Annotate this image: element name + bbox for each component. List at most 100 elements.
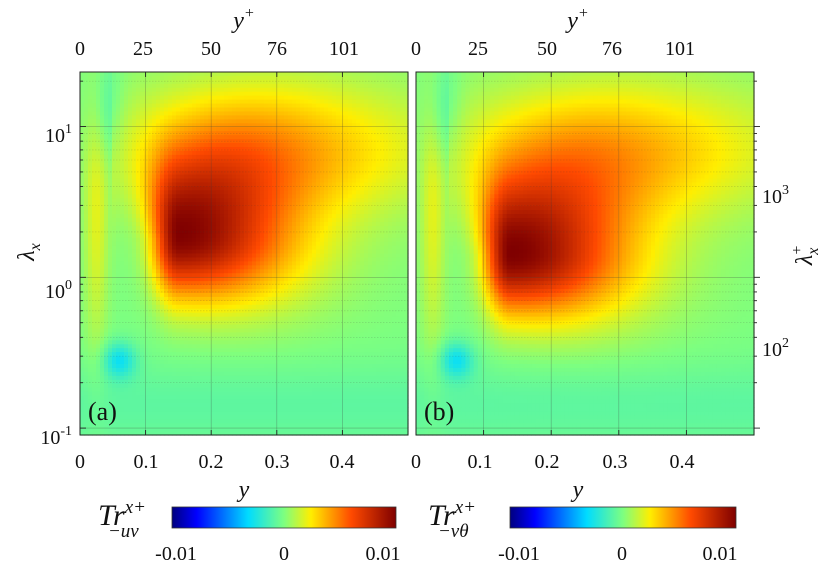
heatmap-cell — [260, 371, 265, 377]
heatmap-cell — [204, 300, 209, 306]
heatmap-cell — [184, 198, 189, 203]
heatmap-cell — [244, 75, 249, 81]
heatmap-cell — [244, 79, 249, 85]
heatmap-cell — [148, 336, 153, 341]
heatmap-cell — [240, 178, 245, 184]
heatmap-cell — [228, 190, 233, 195]
heatmap-cell — [212, 431, 217, 436]
heatmap-cell — [268, 99, 273, 105]
heatmap-cell — [84, 304, 89, 310]
heatmap-cell — [140, 383, 145, 389]
heatmap-cell — [276, 162, 281, 168]
heatmap-cell — [120, 170, 125, 176]
heatmap-cell — [284, 91, 289, 97]
heatmap-cell — [140, 229, 145, 235]
heatmap-cell — [216, 387, 221, 393]
heatmap-cell — [196, 99, 201, 105]
heatmap-cell — [128, 253, 133, 259]
heatmap-cell — [196, 158, 201, 164]
heatmap-cell — [268, 103, 273, 109]
heatmap-cell — [276, 233, 281, 239]
heatmap-cell — [220, 123, 225, 128]
heatmap-cell — [244, 249, 249, 255]
heatmap-cell — [124, 352, 129, 357]
heatmap-cell — [88, 348, 93, 353]
heatmap-cell — [252, 139, 257, 144]
heatmap-cell — [220, 178, 225, 184]
heatmap-cell — [80, 257, 85, 262]
heatmap-cell — [252, 115, 257, 120]
heatmap-cell — [244, 403, 249, 408]
heatmap-cell — [176, 190, 181, 195]
heatmap-cell — [252, 107, 257, 113]
heatmap-cell — [196, 107, 201, 113]
heatmap-cell — [120, 182, 125, 188]
heatmap-cell — [236, 127, 241, 132]
heatmap-cell — [152, 162, 157, 168]
heatmap-cell — [116, 233, 121, 239]
heatmap-cell — [272, 296, 277, 302]
heatmap-cell — [268, 277, 273, 282]
heatmap-cell — [240, 427, 245, 432]
heatmap-cell — [140, 324, 145, 330]
heatmap-cell — [264, 415, 269, 420]
heatmap-cell — [208, 371, 213, 377]
heatmap-cell — [272, 178, 277, 184]
heatmap-cell — [260, 328, 265, 334]
heatmap-cell — [216, 375, 221, 381]
heatmap-cell — [272, 166, 277, 172]
heatmap-cell — [280, 375, 285, 381]
heatmap-cell — [268, 391, 273, 397]
heatmap-cell — [120, 328, 125, 334]
heatmap-cell — [176, 131, 181, 136]
heatmap-cell — [244, 119, 249, 124]
heatmap-cell — [224, 154, 229, 160]
heatmap-cell — [268, 202, 273, 207]
heatmap-cell — [144, 316, 149, 322]
heatmap-cell — [284, 360, 289, 365]
heatmap-cell — [204, 95, 209, 101]
heatmap-cell — [216, 146, 221, 152]
heatmap-cell — [280, 289, 285, 294]
heatmap-cell — [176, 399, 181, 405]
heatmap-cell — [156, 79, 161, 85]
heatmap-cell — [180, 360, 185, 365]
heatmap-cell — [200, 166, 205, 172]
heatmap-cell — [108, 123, 113, 128]
heatmap-cell — [216, 135, 221, 140]
heatmap-cell — [248, 300, 253, 306]
heatmap-cell — [240, 154, 245, 160]
heatmap-cell — [112, 289, 117, 294]
heatmap-cell — [288, 135, 293, 140]
heatmap-cell — [184, 281, 189, 286]
heatmap-cell — [116, 143, 121, 148]
heatmap-cell — [244, 146, 249, 152]
heatmap-cell — [236, 403, 241, 408]
heatmap-cell — [164, 79, 169, 85]
heatmap-cell — [148, 249, 153, 255]
heatmap-cell — [248, 182, 253, 188]
heatmap-cell — [164, 91, 169, 97]
heatmap-cell — [196, 324, 201, 330]
heatmap-cell — [160, 186, 165, 191]
heatmap-cell — [208, 344, 213, 349]
heatmap-cell — [232, 277, 237, 282]
heatmap-cell — [172, 296, 177, 302]
heatmap-cell — [208, 158, 213, 164]
heatmap-cell — [108, 419, 113, 424]
heatmap-cell — [168, 115, 173, 120]
heatmap-cell — [96, 162, 101, 168]
heatmap-cell — [220, 324, 225, 330]
heatmap-cell — [140, 360, 145, 365]
heatmap-cell — [88, 214, 93, 219]
heatmap-cell — [292, 320, 297, 326]
heatmap-cell — [156, 415, 161, 420]
heatmap-cell — [268, 423, 273, 428]
heatmap-cell — [192, 245, 197, 251]
heatmap-cell — [168, 233, 173, 239]
heatmap-cell — [188, 383, 193, 389]
heatmap-cell — [224, 360, 229, 365]
heatmap-cell — [276, 194, 281, 199]
heatmap-cell — [240, 269, 245, 274]
heatmap-cell — [84, 281, 89, 286]
